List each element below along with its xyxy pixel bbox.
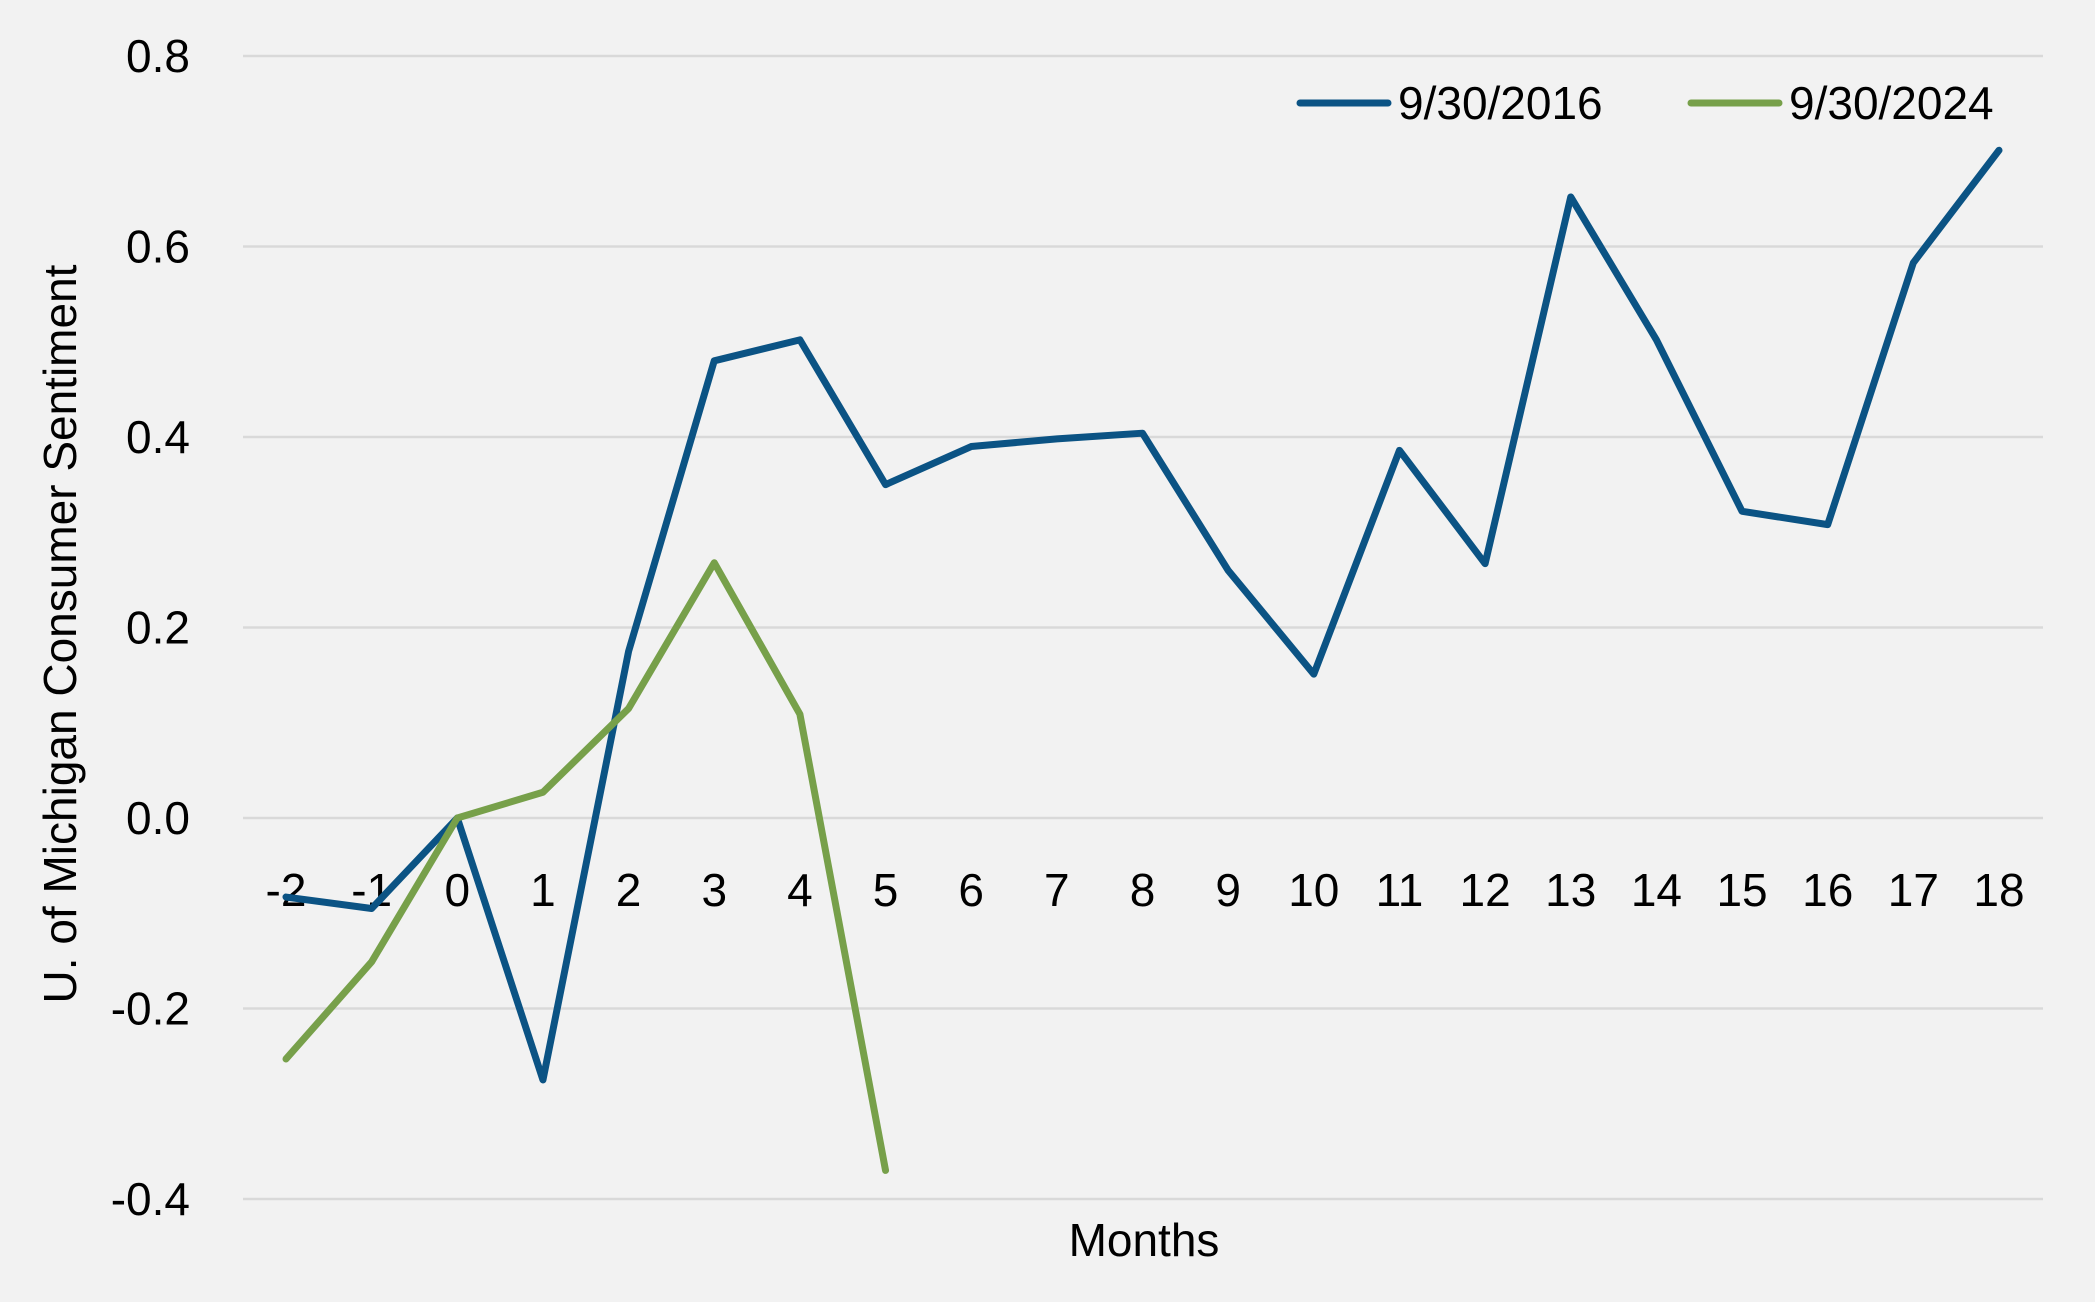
legend-label: 9/30/2024 — [1789, 77, 1994, 129]
x-tick-label: 6 — [958, 864, 984, 916]
y-tick-label: 0.0 — [126, 792, 190, 844]
legend-label: 9/30/2016 — [1398, 77, 1603, 129]
x-tick-label: 13 — [1545, 864, 1596, 916]
series-line-2 — [282, 559, 890, 1174]
x-tick-label: 7 — [1044, 864, 1070, 916]
x-tick-label: 4 — [787, 864, 813, 916]
legend: 9/30/2016 9/30/2024 — [1296, 77, 1994, 129]
x-tick-label: 2 — [616, 864, 642, 916]
x-tick-label: -2 — [266, 864, 307, 916]
series-lines — [282, 146, 2003, 1174]
y-tick-label: 0.8 — [126, 30, 190, 82]
y-tick-labels: 0.8 0.6 0.4 0.2 0.0 -0.2 -0.4 — [111, 30, 190, 1225]
x-tick-label: 17 — [1888, 864, 1939, 916]
x-tick-label: 12 — [1460, 864, 1511, 916]
y-tick-label: -0.2 — [111, 983, 190, 1035]
series-line-1 — [282, 146, 2003, 1084]
x-tick-label: 8 — [1130, 864, 1156, 916]
y-tick-label: -0.4 — [111, 1173, 190, 1225]
x-tick-label: 18 — [1973, 864, 2024, 916]
y-axis-title: U. of Michigan Consumer Sentiment — [34, 264, 86, 1003]
x-tick-label: 9 — [1215, 864, 1241, 916]
x-tick-label: 14 — [1631, 864, 1682, 916]
x-tick-label: 16 — [1802, 864, 1853, 916]
x-tick-label: 10 — [1288, 864, 1339, 916]
y-tick-label: 0.4 — [126, 411, 190, 463]
y-tick-label: 0.6 — [126, 221, 190, 273]
x-tick-label: 1 — [530, 864, 556, 916]
x-tick-label: 11 — [1376, 864, 1424, 916]
gridlines — [243, 54, 2043, 1201]
y-tick-label: 0.2 — [126, 602, 190, 654]
x-tick-labels: -2 -1 0 1 2 3 4 5 6 7 8 9 10 11 12 13 14 15 16 17 18 — [266, 864, 2025, 916]
x-tick-label: 15 — [1716, 864, 1767, 916]
x-axis-title: Months — [1069, 1214, 1220, 1266]
x-tick-label: 3 — [701, 864, 727, 916]
x-tick-label: 5 — [873, 864, 899, 916]
x-tick-label: 0 — [445, 864, 471, 916]
